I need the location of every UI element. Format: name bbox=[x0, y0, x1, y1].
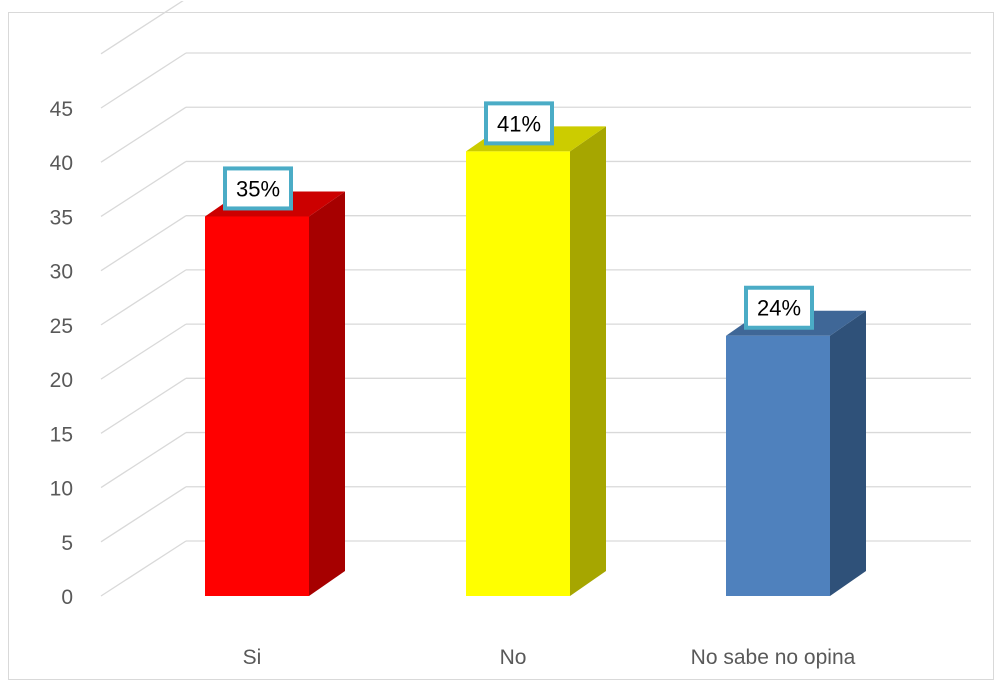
bar bbox=[726, 310, 866, 596]
gridline-diagonal bbox=[100, 540, 187, 597]
y-axis-ticks: 0 5 10 15 20 25 30 35 40 45 bbox=[50, 98, 73, 609]
y-tick-label: 45 bbox=[50, 98, 73, 121]
bar-side bbox=[570, 126, 606, 596]
chart-frame: 0 5 10 15 20 25 30 35 40 45 Si No No sabe no opina … bbox=[8, 1, 994, 680]
bar-front bbox=[466, 151, 570, 596]
gridline-diagonal bbox=[100, 486, 187, 543]
data-label-box bbox=[484, 101, 554, 146]
x-axis-categories: Si No No sabe no opina bbox=[243, 646, 856, 669]
gridline-diagonal bbox=[100, 377, 187, 434]
gridline-diagonal bbox=[100, 432, 187, 489]
gridline-diagonal bbox=[100, 215, 187, 272]
gridline-diagonal bbox=[100, 1, 184, 55]
gridline-diagonal bbox=[100, 106, 187, 163]
y-tick-label: 15 bbox=[50, 423, 73, 446]
data-label: 35% bbox=[236, 176, 280, 201]
bar-front bbox=[205, 216, 309, 596]
bar-side bbox=[830, 310, 866, 596]
bars-layer bbox=[205, 126, 866, 596]
category-label: No bbox=[500, 646, 527, 669]
bar-side bbox=[309, 191, 345, 596]
y-tick-label: 5 bbox=[61, 532, 73, 555]
y-tick-label: 10 bbox=[50, 478, 73, 501]
bar bbox=[205, 191, 345, 596]
data-label: 24% bbox=[757, 296, 801, 321]
y-tick-label: 35 bbox=[50, 206, 73, 229]
y-tick-label: 30 bbox=[50, 261, 73, 284]
data-label: 41% bbox=[497, 111, 541, 136]
gridline-diagonal bbox=[100, 160, 187, 217]
gridline-diagonal bbox=[100, 52, 187, 109]
data-label-box bbox=[744, 285, 814, 330]
category-label: No sabe no opina bbox=[691, 646, 856, 669]
gridline-diagonal bbox=[100, 323, 187, 380]
data-labels-layer: 35% 41% 24% bbox=[223, 101, 814, 330]
data-label-box bbox=[223, 166, 293, 211]
bar bbox=[466, 126, 606, 596]
category-label: Si bbox=[243, 646, 262, 669]
y-tick-label: 0 bbox=[61, 586, 73, 609]
y-tick-label: 40 bbox=[50, 152, 73, 175]
y-tick-label: 20 bbox=[50, 369, 73, 392]
gridline-diagonal bbox=[100, 269, 187, 326]
bar-front bbox=[726, 335, 830, 596]
y-tick-label: 25 bbox=[50, 315, 73, 338]
